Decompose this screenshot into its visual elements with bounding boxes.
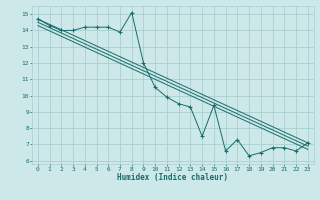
X-axis label: Humidex (Indice chaleur): Humidex (Indice chaleur) — [117, 173, 228, 182]
